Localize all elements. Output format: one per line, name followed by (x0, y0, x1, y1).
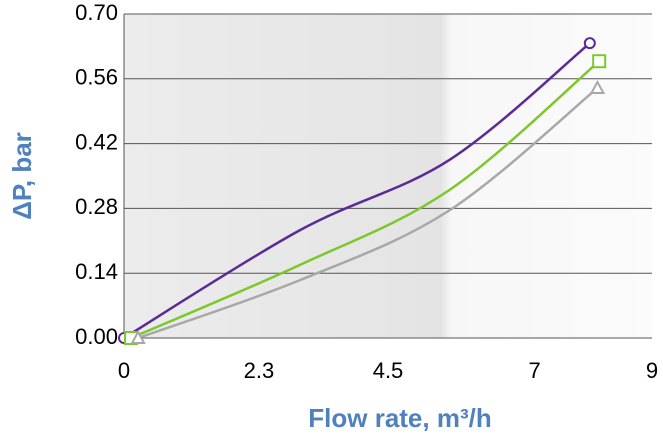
series-line (130, 60, 601, 340)
y-tick-label: 0.56 (75, 65, 118, 90)
x-tick-label: 9 (646, 358, 658, 383)
marker (592, 54, 607, 69)
series-line (137, 87, 599, 340)
x-axis-title: Flow rate, m³/h (308, 403, 491, 433)
y-tick-label: 0.70 (75, 0, 118, 25)
y-tick-label: 0.00 (75, 324, 118, 349)
marker (583, 37, 596, 50)
y-tick-label: 0.42 (75, 129, 118, 154)
y-tick-label: 0.28 (75, 194, 118, 219)
marker (130, 329, 146, 344)
y-axis-title: ΔP, bar (7, 132, 37, 220)
x-tick-label: 4.5 (373, 358, 404, 383)
x-tick-label: 7 (529, 358, 541, 383)
x-tick-label: 2.3 (244, 358, 275, 383)
y-tick-label: 0.14 (75, 259, 118, 284)
marker (589, 79, 606, 95)
series-line (123, 42, 591, 340)
x-tick-label: 0 (118, 358, 130, 383)
